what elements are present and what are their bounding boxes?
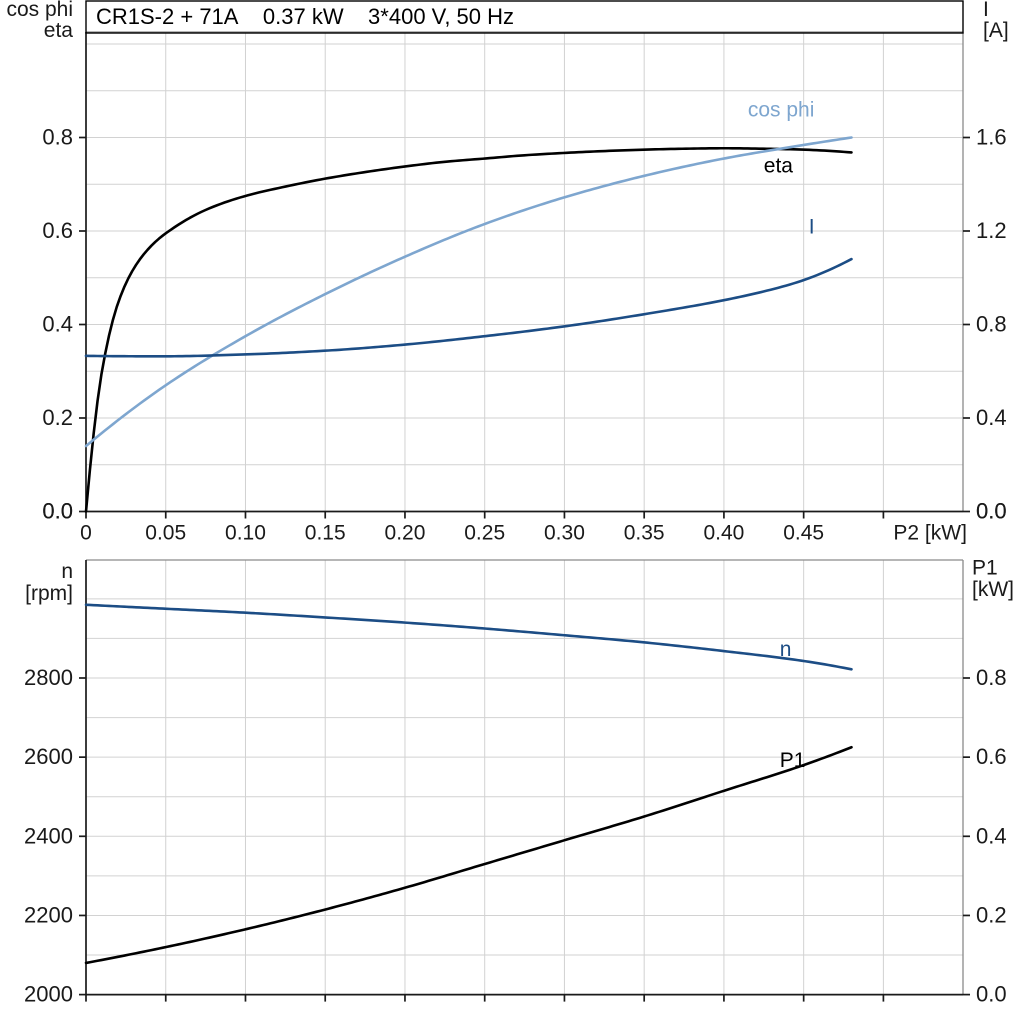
svg-text:0.05: 0.05 [145,522,186,545]
svg-text:0.35: 0.35 [624,522,665,545]
svg-text:P1: P1 [972,557,998,580]
svg-text:0.25: 0.25 [464,522,505,545]
svg-text:cos phi: cos phi [748,98,815,121]
svg-text:0: 0 [80,522,92,545]
svg-text:0.0: 0.0 [42,499,73,524]
svg-text:2200: 2200 [24,902,73,927]
svg-text:2600: 2600 [24,744,73,769]
svg-text:2800: 2800 [24,665,73,690]
svg-text:P1: P1 [780,749,806,772]
svg-text:0.2: 0.2 [976,902,1007,927]
svg-text:cos phi: cos phi [6,0,73,21]
svg-text:n: n [61,560,73,583]
svg-text:[A]: [A] [983,19,1009,42]
svg-text:[kW]: [kW] [972,578,1014,601]
svg-text:0.4: 0.4 [976,405,1007,430]
svg-text:0.8: 0.8 [976,312,1007,337]
svg-text:P2 [kW]: P2 [kW] [893,522,967,545]
svg-text:n: n [780,638,792,661]
svg-text:I: I [983,0,989,21]
svg-text:CR1S-2 + 71A 0.37 kW 3*4: CR1S-2 + 71A 0.37 kW 3*400 V, 50 Hz [96,4,514,29]
svg-text:0.4: 0.4 [976,823,1007,848]
svg-text:2400: 2400 [24,823,73,848]
svg-text:0.6: 0.6 [42,218,73,243]
svg-text:0.10: 0.10 [225,522,266,545]
svg-text:0.8: 0.8 [42,125,73,150]
svg-text:0.8: 0.8 [976,665,1007,690]
svg-text:1.6: 1.6 [976,125,1007,150]
svg-text:0.30: 0.30 [544,522,585,545]
svg-text:eta: eta [44,19,74,42]
svg-text:1.2: 1.2 [976,218,1007,243]
svg-text:0.20: 0.20 [385,522,426,545]
svg-text:eta: eta [764,155,794,178]
svg-text:0.0: 0.0 [976,982,1007,1007]
svg-text:I: I [809,215,815,238]
svg-text:0.6: 0.6 [976,744,1007,769]
svg-text:0.4: 0.4 [42,312,73,337]
svg-text:0.40: 0.40 [703,522,744,545]
svg-text:0.15: 0.15 [305,522,346,545]
svg-text:2000: 2000 [24,982,73,1007]
svg-text:0.2: 0.2 [42,405,73,430]
svg-text:[rpm]: [rpm] [25,582,73,605]
svg-text:0.0: 0.0 [976,499,1007,524]
svg-text:0.45: 0.45 [783,522,824,545]
